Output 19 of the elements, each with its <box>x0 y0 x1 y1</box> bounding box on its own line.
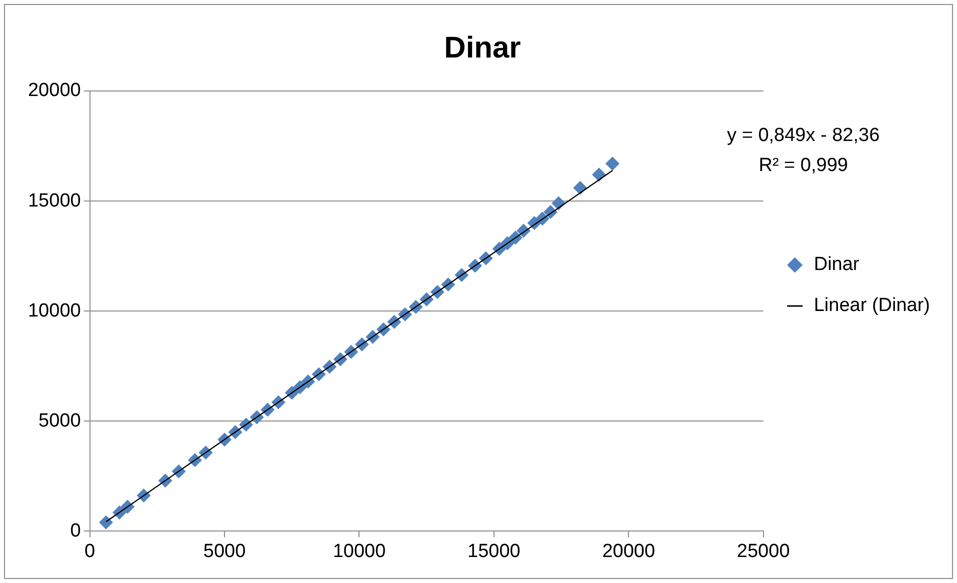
y-tick-label: 20000 <box>28 80 81 102</box>
x-tick-label: 0 <box>84 540 96 562</box>
point <box>605 156 620 171</box>
annotation: R² = 0,999 <box>758 155 848 176</box>
legend-label: Linear (Dinar) <box>814 295 930 316</box>
point <box>99 515 113 530</box>
chart-title: Dinar <box>444 31 522 64</box>
annotation: y = 0,849x - 82,36 <box>727 125 880 146</box>
x-tick-label: 10000 <box>332 540 386 562</box>
y-tick-label: 10000 <box>28 300 81 322</box>
y-tick-label: 5000 <box>38 410 81 432</box>
x-tick-label: 25000 <box>736 540 790 562</box>
legend-label: Dinar <box>814 254 860 276</box>
x-tick-label: 20000 <box>602 540 656 562</box>
x-tick-label: 15000 <box>468 540 520 562</box>
y-tick-label: 0 <box>70 520 81 542</box>
y-tick-label: 15000 <box>28 190 81 212</box>
point <box>573 180 588 195</box>
x-tick-label: 5000 <box>203 540 246 562</box>
